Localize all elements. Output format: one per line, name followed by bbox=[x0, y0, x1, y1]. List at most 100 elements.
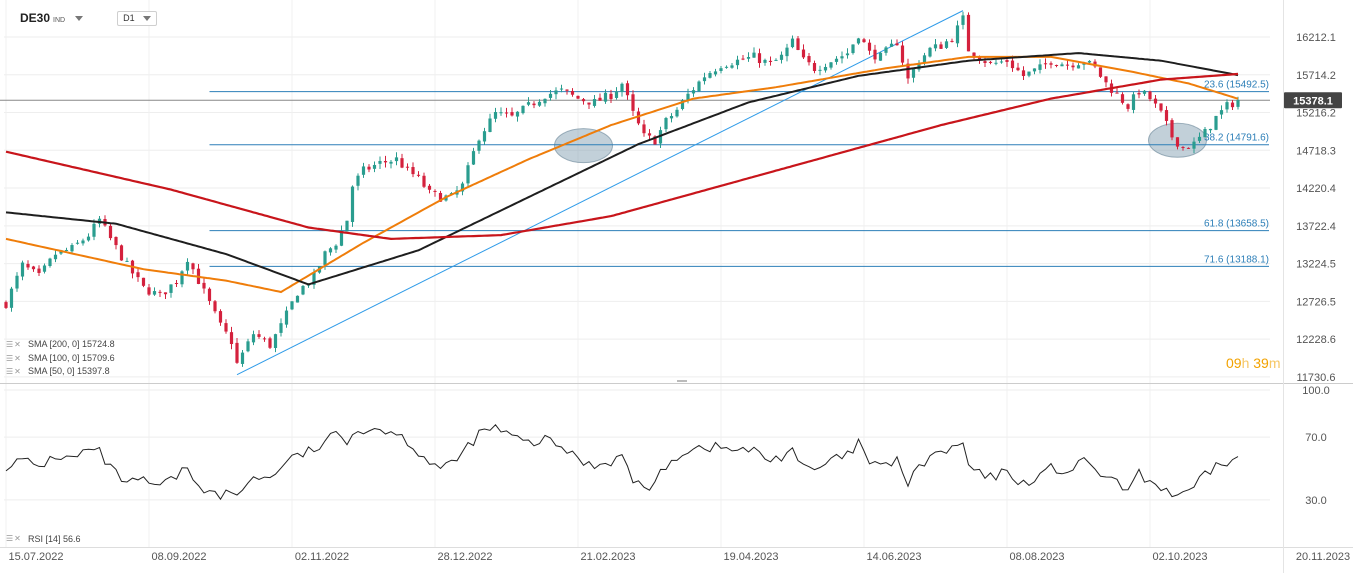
candle-body bbox=[691, 90, 696, 94]
rsi-legend[interactable]: ☰✕ RSI [14] 56.6 bbox=[6, 534, 81, 544]
candle-body bbox=[163, 292, 168, 295]
candle-body bbox=[735, 59, 740, 66]
candle-body bbox=[543, 98, 547, 104]
candle-body bbox=[158, 291, 162, 293]
candle-countdown: 09h 39m bbox=[1226, 355, 1281, 371]
time-tick-label: 02.11.2022 bbox=[295, 551, 349, 563]
indicator-settings-icon[interactable]: ☰✕ bbox=[6, 353, 22, 363]
highlight-zone bbox=[554, 128, 613, 164]
fib-level-label: 38.2 (14791.6) bbox=[1204, 133, 1269, 144]
candle-body bbox=[856, 38, 861, 44]
candle-body bbox=[20, 262, 25, 277]
candle-body bbox=[779, 54, 784, 60]
candle-body bbox=[323, 251, 327, 265]
candle-body bbox=[9, 288, 14, 308]
timeframe-dropdown-icon[interactable] bbox=[143, 15, 152, 21]
candle-body bbox=[955, 25, 960, 44]
candle-body bbox=[1043, 63, 1048, 65]
candle-body bbox=[933, 44, 938, 49]
candle-body bbox=[944, 41, 949, 48]
symbol-dropdown-icon[interactable] bbox=[75, 15, 84, 21]
candle-body bbox=[950, 40, 954, 42]
pane-resize-handle[interactable] bbox=[677, 380, 687, 382]
symbol-selector[interactable]: DE30 IND bbox=[20, 11, 66, 25]
candle-body bbox=[708, 73, 712, 78]
candle-body bbox=[1170, 120, 1174, 138]
candle-body bbox=[845, 53, 850, 56]
candle-body bbox=[548, 93, 553, 98]
candle-body bbox=[1071, 65, 1075, 68]
candles bbox=[4, 11, 1240, 367]
candle-body bbox=[1049, 63, 1053, 65]
candle-body bbox=[339, 230, 344, 246]
candle-body bbox=[587, 102, 591, 105]
candle-body bbox=[466, 165, 470, 184]
candle-body bbox=[763, 59, 767, 63]
candle-body bbox=[240, 352, 245, 364]
candle-body bbox=[400, 158, 404, 168]
candle-body bbox=[1010, 60, 1015, 69]
candle-body bbox=[675, 109, 679, 117]
candle-body bbox=[900, 45, 905, 63]
candle-body bbox=[433, 190, 437, 192]
candle-body bbox=[884, 47, 888, 53]
candle-body bbox=[328, 248, 333, 253]
candle-body bbox=[147, 287, 151, 295]
candle-body bbox=[75, 242, 80, 244]
candle-body bbox=[647, 133, 652, 136]
candle-body bbox=[702, 77, 707, 82]
candle-body bbox=[878, 52, 883, 61]
candle-body bbox=[31, 266, 36, 270]
candle-body bbox=[922, 55, 927, 63]
indicator-settings-icon[interactable]: ☰✕ bbox=[6, 534, 22, 543]
price-tick-label: 15714.2 bbox=[1296, 70, 1336, 82]
indicator-settings-icon[interactable]: ☰✕ bbox=[6, 367, 22, 376]
legend-sma100[interactable]: ☰✕ SMA [100, 0] 15709.6 bbox=[6, 352, 115, 366]
candle-body bbox=[114, 236, 118, 246]
candle-body bbox=[598, 97, 602, 101]
candle-body bbox=[521, 105, 525, 114]
candle-body bbox=[1027, 71, 1031, 76]
candle-body bbox=[592, 99, 597, 106]
price-tick-label: 13722.4 bbox=[1296, 221, 1336, 233]
candle-body bbox=[1098, 67, 1103, 77]
indicator-settings-icon[interactable]: ☰✕ bbox=[6, 340, 22, 349]
candle-body bbox=[26, 263, 30, 268]
rsi-tick-label: 30.0 bbox=[1305, 495, 1326, 507]
candle-body bbox=[818, 69, 822, 71]
timeframe-selector[interactable]: D1 bbox=[117, 10, 158, 26]
price-tick-label: 15216.2 bbox=[1296, 108, 1336, 120]
candle-body bbox=[752, 52, 756, 58]
trend-line bbox=[236, 10, 964, 376]
candle-body bbox=[829, 62, 833, 68]
time-tick-label: 14.06.2023 bbox=[866, 551, 921, 563]
fib-level-label: 23.6 (15492.5) bbox=[1204, 80, 1269, 91]
candle-body bbox=[719, 68, 723, 71]
candle-body bbox=[290, 301, 294, 310]
candle-body bbox=[977, 57, 982, 61]
legend-sma200[interactable]: ☰✕ SMA [200, 0] 15724.8 bbox=[6, 338, 115, 352]
candle-body bbox=[1126, 104, 1130, 109]
time-tick-label: 08.09.2022 bbox=[151, 551, 206, 563]
candle-body bbox=[37, 268, 41, 273]
candle-body bbox=[422, 175, 426, 187]
candle-body bbox=[251, 334, 256, 343]
price-tick-label: 11730.6 bbox=[1297, 372, 1336, 384]
price-tick-label: 12228.6 bbox=[1296, 334, 1336, 346]
candle-body bbox=[460, 183, 465, 192]
legend-sma50[interactable]: ☰✕ SMA [50, 0] 15397.8 bbox=[6, 365, 115, 379]
candle-body bbox=[559, 88, 564, 90]
time-tick-label: 15.07.2022 bbox=[8, 551, 63, 563]
time-tick-label: 28.12.2022 bbox=[437, 551, 492, 563]
candle-body bbox=[774, 59, 778, 61]
candle-body bbox=[499, 112, 503, 114]
candle-body bbox=[1219, 110, 1224, 115]
candle-body bbox=[994, 62, 998, 64]
candle-body bbox=[1104, 76, 1108, 83]
candle-body bbox=[576, 95, 580, 99]
candle-body bbox=[202, 282, 206, 289]
candle-body bbox=[141, 277, 146, 286]
candle-body bbox=[218, 311, 223, 323]
candle-body bbox=[48, 258, 52, 266]
